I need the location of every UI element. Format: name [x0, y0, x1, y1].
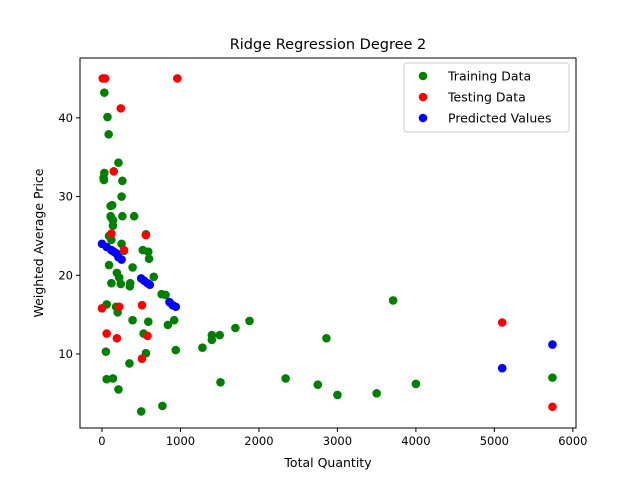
- data-point: [497, 318, 507, 327]
- data-point: [128, 263, 137, 272]
- data-point: [99, 175, 109, 185]
- data-point: [116, 279, 126, 289]
- data-point: [116, 104, 126, 113]
- y-tick-label: 20: [58, 268, 73, 282]
- data-point: [117, 192, 126, 201]
- x-tick-label: 0: [98, 434, 105, 448]
- x-axis-label: Total Quantity: [283, 455, 372, 470]
- x-tick-label: 4000: [401, 434, 430, 448]
- data-point: [143, 317, 153, 327]
- legend: Training Data Testing Data Predicted Value…: [403, 62, 570, 133]
- data-point: [388, 296, 398, 305]
- data-point: [102, 329, 111, 338]
- data-point: [163, 320, 173, 330]
- data-point: [143, 247, 153, 256]
- data-point: [137, 300, 147, 310]
- data-point: [198, 343, 207, 353]
- legend-marker: [418, 113, 428, 123]
- data-point: [125, 359, 134, 368]
- data-point: [109, 167, 119, 176]
- data-point: [231, 323, 240, 333]
- data-point: [101, 347, 111, 356]
- data-point: [100, 88, 109, 97]
- x-tick-label: 6000: [558, 434, 587, 448]
- data-point: [102, 374, 111, 384]
- data-point: [117, 255, 126, 264]
- x-tick-label: 1000: [166, 434, 195, 448]
- data-point: [215, 330, 224, 340]
- data-point: [144, 254, 154, 264]
- y-axis-label: Weighted Average Price: [31, 168, 46, 317]
- data-point: [114, 158, 123, 168]
- data-point: [106, 201, 115, 211]
- data-point: [143, 331, 152, 341]
- y-tick-label: 40: [58, 111, 73, 125]
- data-point: [281, 374, 290, 383]
- data-point: [103, 112, 112, 122]
- data-point: [149, 272, 159, 282]
- data-point: [548, 373, 557, 382]
- data-point: [129, 211, 139, 221]
- plot-area: [79, 57, 577, 429]
- data-point: [112, 333, 122, 343]
- data-point: [137, 354, 147, 364]
- data-point: [118, 211, 127, 221]
- series-2: [97, 239, 557, 373]
- x-tick-label: 5000: [480, 434, 509, 448]
- legend-label: Testing Data: [447, 90, 526, 105]
- x-axis: 0 1000 2000 3000 4000 5000 6000: [98, 428, 588, 448]
- data-point: [161, 290, 170, 300]
- data-point: [100, 74, 110, 83]
- series-0: [99, 88, 557, 416]
- legend-marker: [418, 92, 428, 102]
- data-point: [207, 335, 217, 345]
- data-point: [158, 401, 167, 411]
- data-point: [169, 315, 179, 325]
- data-point: [97, 304, 107, 313]
- legend-label: Predicted Values: [448, 111, 552, 126]
- y-tick-label: 30: [58, 190, 73, 204]
- data-point: [107, 229, 116, 238]
- data-point: [104, 130, 113, 139]
- data-point: [411, 379, 421, 389]
- legend-label: Training Data: [447, 69, 531, 84]
- data-point: [108, 221, 118, 230]
- data-point: [372, 389, 381, 398]
- data-point: [114, 385, 123, 394]
- data-point: [136, 407, 146, 416]
- data-point: [497, 363, 507, 373]
- data-point: [145, 280, 155, 290]
- chart-title: Ridge Regression Degree 2: [230, 37, 427, 53]
- x-tick-label: 2000: [244, 434, 273, 448]
- data-point: [114, 302, 124, 312]
- legend-marker: [418, 71, 428, 81]
- data-point: [141, 230, 151, 240]
- data-point: [119, 245, 129, 255]
- data-point: [118, 176, 127, 186]
- data-point: [128, 315, 137, 325]
- y-tick-label: 10: [58, 347, 73, 361]
- data-point: [107, 278, 116, 288]
- data-point: [313, 380, 323, 390]
- data-point: [322, 333, 331, 343]
- data-point: [548, 340, 557, 349]
- scatter-points: [97, 74, 557, 416]
- data-point: [548, 402, 557, 412]
- data-point: [108, 374, 118, 383]
- data-point: [216, 378, 225, 387]
- data-point: [125, 281, 135, 291]
- data-point: [171, 302, 181, 312]
- data-point: [173, 74, 182, 83]
- y-axis: 10 20 30 40: [58, 111, 80, 361]
- series-1: [97, 74, 557, 412]
- data-point: [104, 260, 114, 270]
- data-point: [171, 345, 181, 355]
- legend-box: [403, 62, 570, 133]
- data-point: [245, 316, 254, 326]
- data-point: [107, 235, 116, 245]
- x-tick-label: 3000: [323, 434, 352, 448]
- data-point: [333, 390, 342, 400]
